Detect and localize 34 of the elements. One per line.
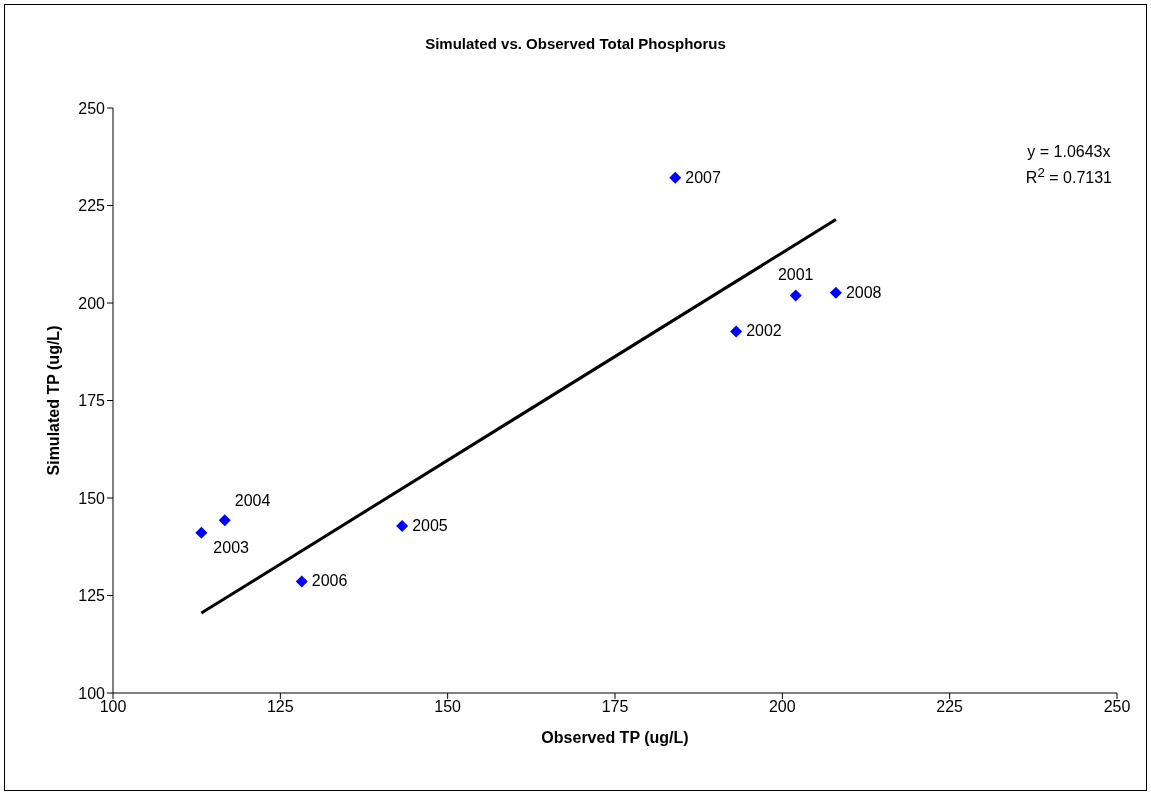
point [829,286,842,299]
y-axis-title: Simulated TP (ug/L) [44,325,62,476]
chart-title: Simulated vs. Observed Total Phosphorus [424,35,727,52]
point [789,289,802,302]
annotation: 2008 [845,283,882,301]
point [669,171,682,184]
y-tick-label: 200 [78,294,106,312]
point [218,514,231,527]
y-tick-label: 150 [78,489,106,507]
annotation: 2001 [777,265,814,283]
annotation: 2003 [213,538,250,556]
x-axis-title: Observed TP (ug/L) [541,729,689,746]
annotation: 2006 [311,572,348,590]
x-tick-label: 175 [601,698,629,716]
annotation: R$^{2}$ = 0.7131 [1025,164,1112,189]
x-tick-label: 200 [768,698,796,716]
x-tick-label: 150 [434,698,462,716]
y-tick-label: 175 [78,392,106,410]
x-tick-label: 125 [266,698,294,716]
point [396,520,409,533]
x-tick-label: 250 [1103,698,1131,716]
y-tick-label: 250 [78,99,106,117]
point [295,575,308,588]
annotation: 2007 [685,168,721,186]
y-tick-label: 225 [78,197,106,215]
annotation: 2005 [412,517,448,535]
point [195,526,208,539]
point [730,325,743,338]
y-tick-label: 125 [78,587,106,605]
annotation: 2004 [234,492,271,510]
annotation: y = 1.0643x [1026,142,1112,162]
annotation: 2002 [746,322,782,340]
x-tick-label: 100 [99,698,127,716]
x-tick-label: 225 [936,698,964,716]
